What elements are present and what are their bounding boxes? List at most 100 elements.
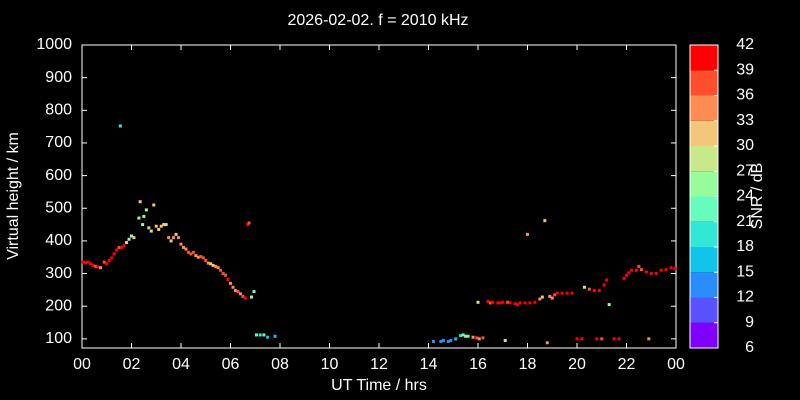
data-point <box>221 272 225 276</box>
data-point <box>475 336 479 340</box>
data-point <box>107 258 111 262</box>
data-point <box>607 303 611 307</box>
data-point <box>506 300 510 304</box>
data-point <box>102 260 106 264</box>
data-point <box>258 333 262 337</box>
data-point <box>540 295 544 299</box>
colorbar-tick-label: 30 <box>736 137 754 154</box>
data-point <box>254 333 258 337</box>
colorbar-tick-label: 9 <box>745 314 754 331</box>
data-point <box>167 236 171 240</box>
colorbar-band <box>690 120 718 146</box>
data-point <box>669 266 673 270</box>
y-tick-label: 900 <box>45 69 72 86</box>
data-point <box>575 337 579 341</box>
data-point <box>617 337 621 341</box>
data-point <box>496 301 500 305</box>
data-point <box>236 290 240 294</box>
data-point <box>241 294 245 298</box>
data-point <box>141 223 145 227</box>
data-point <box>513 302 517 306</box>
data-point <box>498 301 502 305</box>
data-point <box>486 299 490 303</box>
colorbar-band <box>690 45 718 71</box>
colorbar-band <box>690 272 718 298</box>
data-point <box>118 124 122 128</box>
data-point <box>461 333 465 337</box>
data-point <box>518 301 522 305</box>
data-point <box>226 277 230 281</box>
data-point <box>157 227 161 231</box>
data-point <box>162 223 166 227</box>
x-tick-label: 14 <box>420 356 438 373</box>
colorbar-label: SNR / dB <box>749 163 766 230</box>
data-point <box>127 237 131 241</box>
data-point <box>191 250 195 254</box>
x-axis-label: UT Time / hrs <box>331 377 427 394</box>
data-point <box>122 244 126 248</box>
data-point <box>233 289 237 293</box>
y-tick-label: 500 <box>45 199 72 216</box>
data-point <box>516 303 520 307</box>
data-point <box>459 334 463 338</box>
data-point <box>477 337 481 341</box>
colorbar-tick-label: 15 <box>736 263 754 280</box>
data-point <box>231 285 235 289</box>
x-tick-label: 12 <box>370 356 388 373</box>
data-point <box>528 301 532 305</box>
colorbar-tick-label: 21 <box>736 213 754 230</box>
data-point <box>219 268 223 272</box>
data-point <box>454 337 458 341</box>
data-point <box>441 338 445 342</box>
data-point <box>112 252 116 256</box>
data-point <box>476 300 480 304</box>
data-point <box>582 285 586 289</box>
data-point <box>659 268 663 272</box>
data-point <box>273 334 277 338</box>
data-point <box>673 267 677 271</box>
colorbar-tick-label: 42 <box>736 36 754 53</box>
data-point <box>538 297 542 301</box>
data-point <box>449 338 453 342</box>
data-point <box>194 254 198 258</box>
data-point <box>605 278 609 282</box>
colorbar-band <box>690 247 718 273</box>
data-point <box>250 295 254 299</box>
colorbar-band <box>690 95 718 121</box>
y-axis-label: Virtual height / km <box>5 132 22 260</box>
data-point <box>164 223 168 227</box>
data-point <box>81 260 85 264</box>
colorbar-tick-label: 33 <box>736 112 754 129</box>
colorbar-band <box>690 221 718 247</box>
colorbar-band <box>690 70 718 96</box>
y-tick-label: 600 <box>45 167 72 184</box>
data-point <box>110 256 114 260</box>
data-point <box>204 258 208 262</box>
y-tick-label: 400 <box>45 232 72 249</box>
x-tick-label: 04 <box>172 356 190 373</box>
data-point <box>634 268 638 272</box>
data-point <box>229 281 232 285</box>
data-point <box>159 224 163 228</box>
data-point <box>142 214 146 218</box>
data-point <box>446 339 450 343</box>
data-point <box>501 300 505 304</box>
data-point <box>533 300 537 304</box>
y-tick-label: 300 <box>45 265 72 282</box>
colorbar-band <box>690 146 718 172</box>
x-tick-label: 06 <box>222 356 240 373</box>
colorbar-band <box>690 297 718 323</box>
data-point <box>189 252 193 256</box>
data-point <box>115 248 119 252</box>
data-point <box>637 264 641 268</box>
x-tick-label: 20 <box>568 356 586 373</box>
data-point <box>570 291 574 295</box>
colorbar-band <box>690 322 718 348</box>
data-point <box>587 287 591 291</box>
data-point <box>201 256 205 260</box>
data-point <box>595 337 599 341</box>
data-point <box>152 203 156 207</box>
chart-title: 2026-02-02. f = 2010 kHz <box>287 12 468 29</box>
data-point <box>649 272 653 276</box>
